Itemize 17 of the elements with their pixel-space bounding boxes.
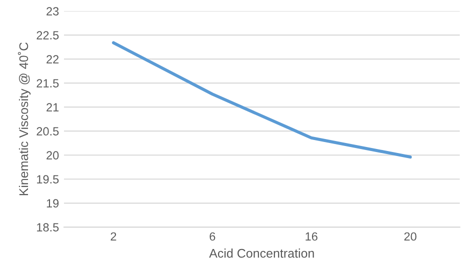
y-tick-label: 18.5 — [37, 223, 59, 232]
y-tick-label: 22.5 — [36, 31, 59, 40]
y-tick-label: 19 — [46, 199, 59, 208]
y-tick-label: 20.5 — [36, 127, 59, 136]
x-tick-label: 20 — [404, 232, 416, 241]
y-tick-label: 21.5 — [36, 79, 59, 88]
y-tick-label: 19.5 — [37, 175, 59, 184]
x-tick-label: 16 — [306, 232, 318, 241]
y-tick-label: 20 — [46, 151, 59, 160]
y-tick-label: 22 — [46, 55, 59, 64]
y-tick-label: 21 — [46, 103, 59, 112]
line-series — [112, 41, 412, 159]
x-tick-label: 6 — [210, 232, 216, 241]
y-axis-title: Kinematic Viscosity @ 40˚C — [18, 42, 31, 196]
x-tick-label: 2 — [110, 232, 116, 241]
x-axis-title: Acid Concentration — [209, 248, 314, 258]
y-tick-label: 23 — [46, 7, 59, 16]
